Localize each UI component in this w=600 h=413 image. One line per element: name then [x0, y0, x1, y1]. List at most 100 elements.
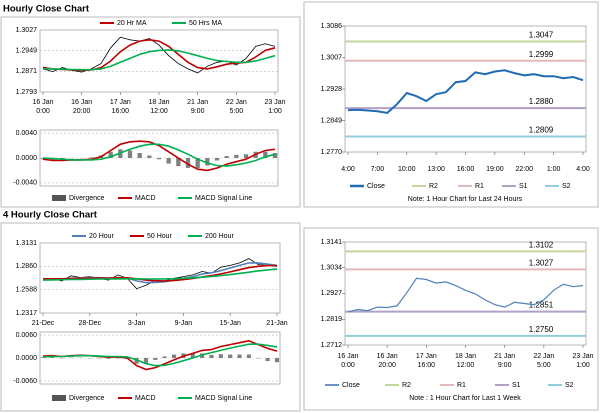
x-tick-label: 9-Jan: [175, 320, 193, 327]
legend-label: R2: [402, 382, 411, 389]
x-tick-label: 4:00: [341, 166, 355, 173]
y-tick-label: 0.0060: [16, 332, 38, 339]
x-tick-label: 19:00: [486, 166, 504, 173]
divergence-bar: [195, 158, 200, 168]
legend-label: Divergence: [69, 395, 105, 402]
section-title: Hourly Close Chart: [3, 4, 90, 15]
y-tick-label: 1.3141: [321, 239, 343, 246]
x-tick-label: 9:00: [191, 108, 205, 115]
y-tick-label: 1.3007: [321, 54, 343, 61]
divergence-bar: [185, 158, 191, 168]
x-tick-label: 1:00: [576, 362, 590, 369]
divergence-bar: [237, 354, 242, 358]
y-tick-label: 1.2871: [16, 68, 38, 75]
data-line: [347, 277, 584, 313]
data-line: [42, 38, 276, 72]
x-tick-label: 18 Jan: [148, 99, 169, 106]
y-tick-label: 1.2588: [16, 287, 38, 294]
legend-label: Close: [367, 183, 385, 190]
legend-label: S1: [512, 382, 521, 389]
chart-note: Note : 1 Hour Chart for Last 1 Week: [409, 395, 521, 402]
divergence-bar: [156, 158, 162, 160]
x-tick-label: 13:00: [427, 166, 445, 173]
x-tick-label: 10:00: [398, 166, 416, 173]
legend-label: MACD: [135, 195, 156, 202]
data-line: [43, 264, 277, 282]
divergence-bar: [218, 354, 223, 358]
y-tick-label: 1.2949: [16, 48, 38, 55]
y-tick-label: 1.2928: [321, 86, 343, 93]
x-tick-label: 22 Jan: [226, 99, 247, 106]
divergence-bar: [143, 358, 149, 364]
divergence-bar: [263, 151, 268, 158]
data-line: [42, 143, 276, 167]
divergence-bar: [274, 358, 280, 363]
panel-frame: [303, 1, 599, 208]
x-tick-label: 23 Jan: [572, 353, 593, 360]
level-label: 1.2999: [529, 50, 554, 59]
divergence-bar: [166, 158, 171, 164]
y-tick-label: 1.3027: [16, 27, 38, 34]
divergence-bar: [134, 358, 139, 364]
x-tick-label: 20:00: [378, 362, 396, 369]
data-line: [43, 49, 276, 71]
section-title: 4 Hourly Close Chart: [3, 210, 98, 221]
x-tick-label: 12:00: [150, 108, 168, 115]
legend-label: Divergence: [69, 195, 105, 202]
x-tick-label: 21-Jan: [266, 320, 288, 327]
x-tick-label: 16 Jan: [32, 99, 53, 106]
x-tick-label: 16:00: [457, 166, 475, 173]
divergence-bar: [153, 358, 158, 360]
x-tick-label: 16 Jan: [337, 353, 358, 360]
y-tick-label: 1.2317: [16, 310, 38, 317]
divergence-bar: [162, 356, 167, 358]
divergence-bar: [234, 154, 239, 158]
x-tick-label: 1:00: [268, 108, 282, 115]
divergence-bar: [106, 358, 111, 359]
data-line: [42, 268, 278, 281]
x-tick-label: 23 Jan: [264, 99, 285, 106]
data-line: [42, 343, 278, 367]
x-tick-label: 5:00: [537, 362, 551, 369]
panel-frame: [0, 16, 301, 208]
x-tick-label: 17 Jan: [110, 99, 131, 106]
y-tick-label: 1.2927: [321, 290, 343, 297]
level-label: 1.3102: [529, 240, 554, 249]
y-tick-label: 1.2849: [321, 117, 343, 124]
x-tick-label: 28-Dec: [79, 320, 102, 327]
y-tick-label: 1.2860: [16, 263, 38, 270]
x-tick-label: 21 Jan: [494, 353, 515, 360]
x-tick-label: 3-Jan: [128, 320, 146, 327]
y-tick-label: 1.2793: [16, 89, 38, 96]
x-tick-label: 15-Jan: [219, 320, 241, 327]
x-tick-label: 16 Jan: [377, 353, 398, 360]
divergence-bar: [224, 156, 229, 158]
data-line: [42, 36, 276, 74]
y-tick-label: 0.0000: [16, 155, 38, 162]
divergence-bar: [228, 354, 233, 358]
y-tick-label: 0.0040: [16, 130, 38, 137]
x-tick-label: 9:00: [498, 362, 512, 369]
x-tick-label: 20:00: [73, 108, 91, 115]
divergence-bar: [272, 153, 278, 158]
x-tick-label: 5:00: [230, 108, 244, 115]
level-label: 1.3047: [529, 31, 554, 40]
panel-frame: [303, 227, 599, 411]
divergence-bar: [137, 153, 142, 158]
x-tick-label: 0:00: [341, 362, 355, 369]
x-tick-label: 0:00: [36, 108, 50, 115]
level-label: 1.2750: [529, 325, 554, 334]
legend-label: 20 Hour: [89, 233, 115, 240]
y-tick-label: 0.0000: [16, 355, 38, 362]
legend-label: R1: [457, 382, 466, 389]
divergence-bar: [89, 157, 94, 158]
x-tick-label: 16:00: [418, 362, 436, 369]
data-line: [42, 140, 276, 172]
divergence-bar: [171, 354, 177, 358]
divergence-bar: [127, 150, 133, 158]
y-tick-label: 1.3086: [321, 23, 343, 30]
x-tick-label: 22:00: [515, 166, 533, 173]
legend-label: 20 Hr MA: [117, 20, 147, 27]
legend-label: Close: [342, 382, 360, 389]
